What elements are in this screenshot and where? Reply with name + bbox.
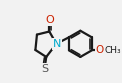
Text: O: O [95, 45, 104, 55]
Text: S: S [41, 64, 48, 74]
Text: O: O [45, 15, 54, 25]
Text: CH₃: CH₃ [104, 46, 121, 55]
Text: N: N [53, 39, 61, 49]
